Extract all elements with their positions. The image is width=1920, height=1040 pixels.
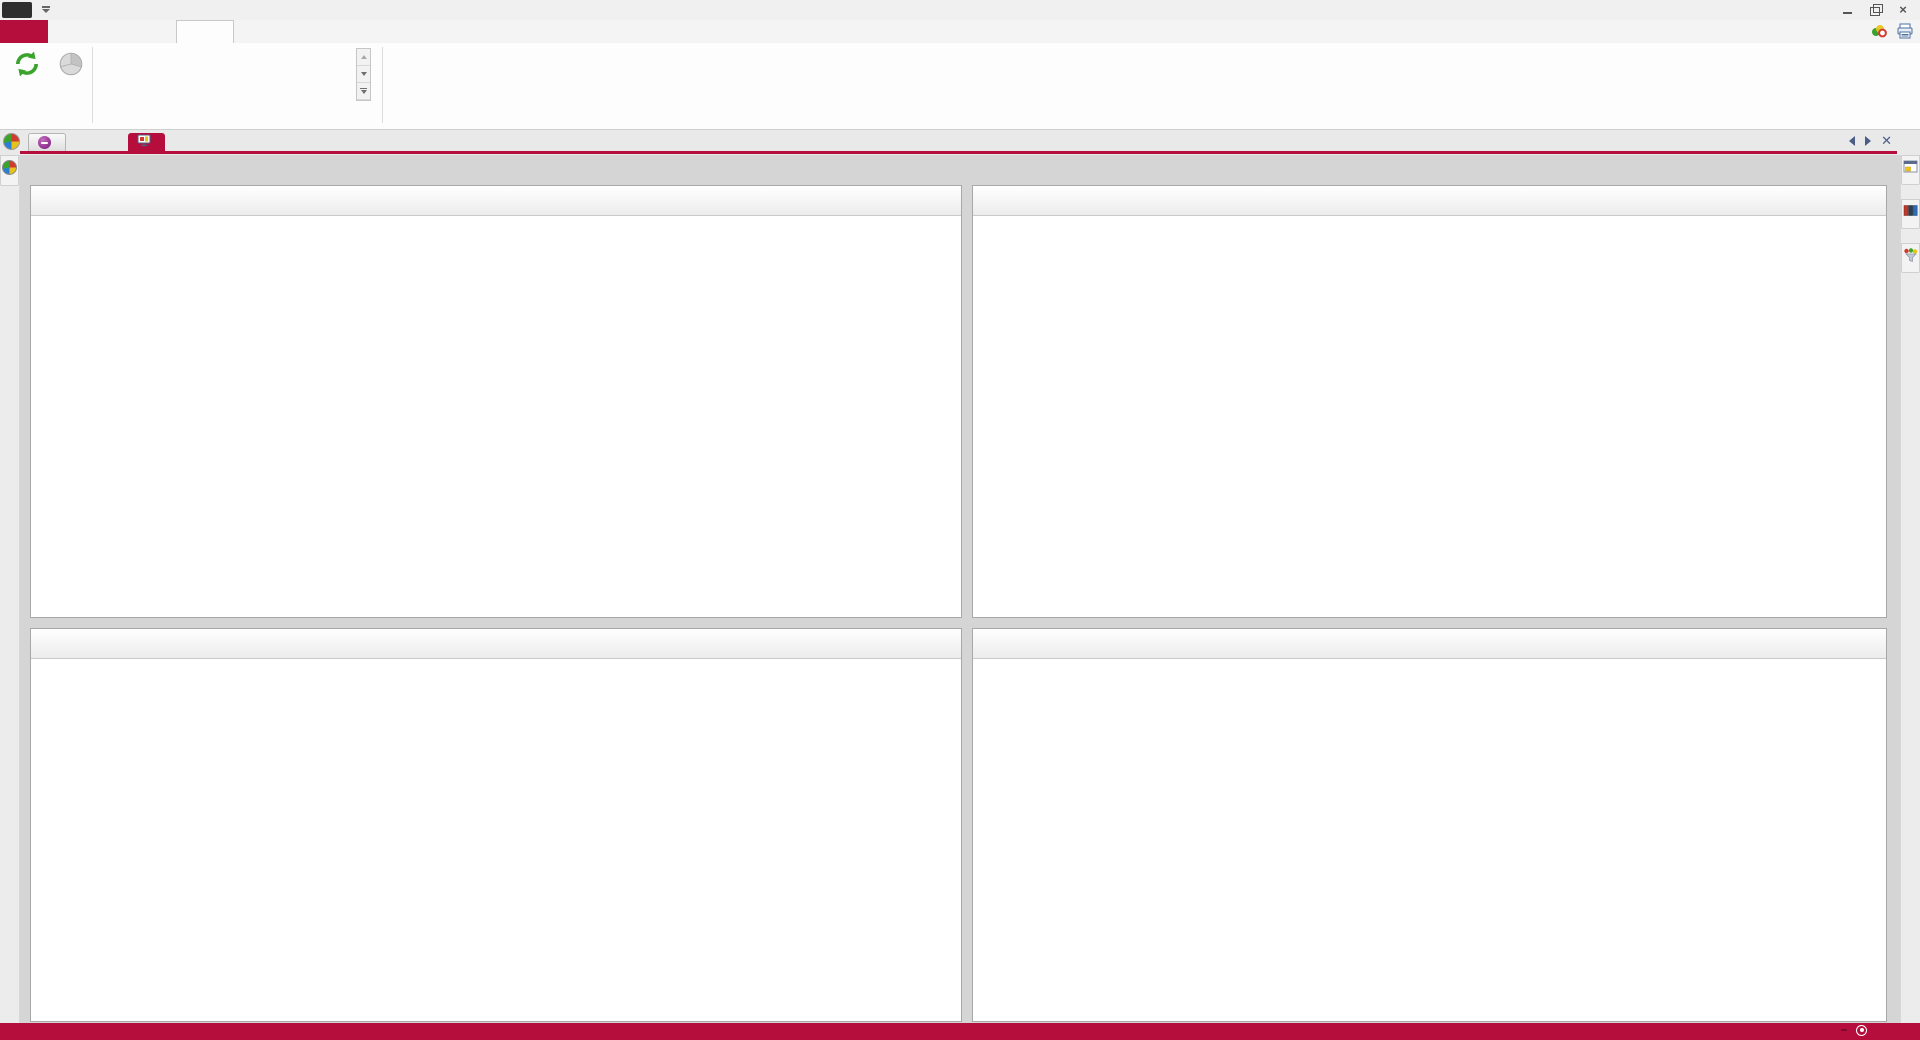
close-icon: × xyxy=(1899,2,1907,17)
language-badge[interactable] xyxy=(1841,1029,1847,1031)
active-tab-underline xyxy=(20,151,1897,154)
panel-title xyxy=(973,186,1886,216)
restore-icon xyxy=(1870,3,1883,16)
panel-complaints-by-weekday xyxy=(972,628,1887,1022)
status-bar xyxy=(0,1023,1920,1040)
open-analysis-button[interactable] xyxy=(50,48,92,82)
left-tab-analysis[interactable] xyxy=(0,155,19,186)
panel-complaints-by-parts xyxy=(972,185,1887,618)
reports-icon xyxy=(1903,160,1918,174)
tab-scroll-right-icon[interactable] xyxy=(1865,135,1872,146)
title-bar: × xyxy=(0,0,1920,21)
panel-title xyxy=(973,629,1886,659)
tab-close-icon[interactable]: ✕ xyxy=(1881,133,1892,148)
window-controls: × xyxy=(1840,0,1916,20)
refresh-button[interactable] xyxy=(6,48,48,82)
target-icon[interactable] xyxy=(1856,1024,1867,1036)
ribbon-tab-iqs-caq[interactable] xyxy=(0,20,48,43)
gallery-scrollbar xyxy=(356,48,371,101)
dashboard-canvas xyxy=(20,155,1900,1023)
restore-button[interactable] xyxy=(1868,3,1883,17)
home-tab-icon xyxy=(38,136,51,149)
ribbon-tab-field-properties[interactable] xyxy=(238,20,338,43)
document-tab-bar: ✕ xyxy=(0,130,1920,155)
analysis-pie-icon[interactable] xyxy=(3,133,20,150)
minimize-button[interactable] xyxy=(1840,3,1854,17)
libraries-icon xyxy=(1903,204,1918,218)
app-menu-button[interactable] xyxy=(2,2,32,18)
panel-complaints-by-business-partner xyxy=(30,628,962,1022)
close-button[interactable]: × xyxy=(1896,3,1910,17)
panel-title xyxy=(31,629,961,659)
right-tab-filters[interactable] xyxy=(1901,243,1920,273)
right-tab-libraries[interactable] xyxy=(1901,199,1920,229)
analysis-icon xyxy=(2,160,17,175)
panel-title xyxy=(31,186,961,216)
pie-chart-icon xyxy=(50,50,92,80)
refresh-icon xyxy=(6,50,48,80)
right-rail xyxy=(1900,155,1920,1023)
gallery-scroll-down[interactable] xyxy=(357,66,370,83)
left-rail xyxy=(0,155,20,1023)
status-circles-icon[interactable] xyxy=(1870,23,1888,44)
tab-acqi-home[interactable] xyxy=(28,133,66,151)
gallery-scroll-up[interactable] xyxy=(357,49,370,66)
gallery-expand-button[interactable] xyxy=(357,83,370,100)
ribbon-body xyxy=(0,43,1920,130)
right-tab-reports[interactable] xyxy=(1901,155,1920,185)
quick-access-caret-icon[interactable] xyxy=(40,4,52,16)
tab-navigation: ✕ xyxy=(1849,133,1892,148)
filters-icon xyxy=(1903,248,1918,262)
ribbon-tab-general[interactable] xyxy=(118,20,174,43)
ribbon-tab-cockpit[interactable] xyxy=(176,20,234,43)
tab-scroll-left-icon[interactable] xyxy=(1849,135,1856,146)
minimize-icon xyxy=(1842,12,1852,14)
monitor-icon xyxy=(137,134,151,150)
tab-cpc-complaints[interactable] xyxy=(128,133,165,151)
print-icon[interactable] xyxy=(1896,23,1914,44)
panel-complaints-by-failure-type xyxy=(30,185,962,618)
ribbon-tab-modules[interactable] xyxy=(56,20,116,43)
ribbon-tab-bar xyxy=(0,20,1920,43)
